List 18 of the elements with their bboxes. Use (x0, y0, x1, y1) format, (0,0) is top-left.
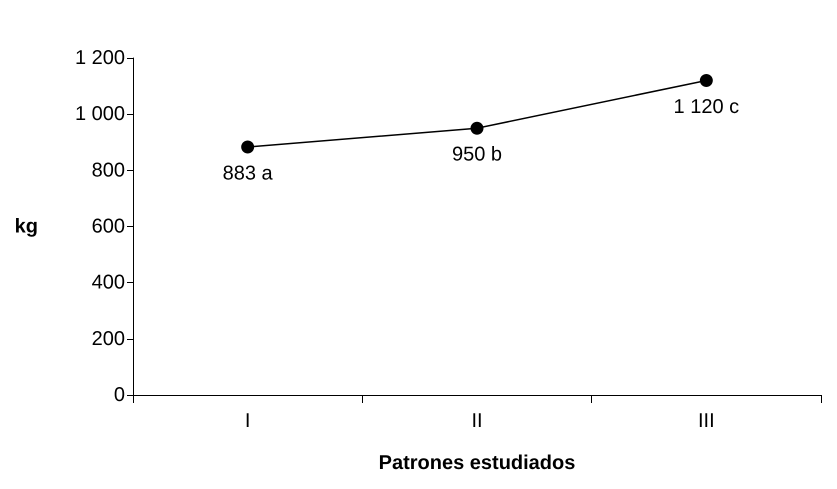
y-tick-label: 0 (114, 384, 125, 406)
x-tick-label: II (471, 410, 483, 432)
y-tick-label: 600 (92, 216, 125, 238)
y-tick-label: 400 (92, 272, 125, 294)
x-axis-title: Patrones estudiados (378, 452, 576, 474)
point (700, 74, 713, 87)
y-tick-label: 800 (92, 159, 125, 182)
point (241, 140, 254, 154)
y-tick-label: 1 200 (74, 47, 125, 69)
data-label: 1 120 c (674, 96, 740, 118)
data-label: 883 a (222, 162, 274, 185)
x-tick-label: I (244, 410, 250, 432)
y-tick-label: 200 (92, 328, 125, 350)
x-tick-label: III (698, 410, 715, 432)
data-label: 950 b (452, 144, 502, 166)
y-axis-title: kg (14, 216, 38, 238)
point (470, 122, 484, 135)
y-tick-label: 1 000 (74, 103, 125, 126)
